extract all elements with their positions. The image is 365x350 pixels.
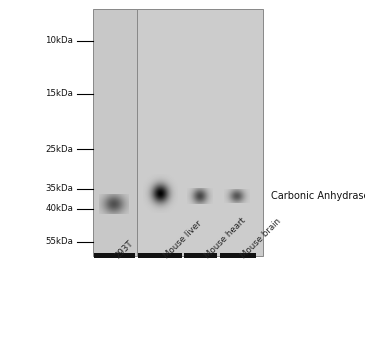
Text: Carbonic Anhydrase 1 (CA1): Carbonic Anhydrase 1 (CA1): [271, 191, 365, 201]
Text: Mouse brain: Mouse brain: [239, 216, 283, 260]
Text: Mouse heart: Mouse heart: [203, 216, 247, 260]
Bar: [137, 9, 263, 256]
Bar: [93, 9, 137, 256]
Bar: [220, 253, 256, 258]
Text: Mouse liver: Mouse liver: [162, 219, 204, 260]
Bar: [138, 253, 182, 258]
Text: 10kDa: 10kDa: [45, 36, 73, 46]
Text: 40kDa: 40kDa: [45, 204, 73, 213]
Bar: [94, 253, 135, 258]
Text: 15kDa: 15kDa: [45, 89, 73, 98]
Bar: [184, 253, 217, 258]
Text: 293T: 293T: [113, 238, 135, 260]
Text: 35kDa: 35kDa: [45, 184, 73, 194]
Text: 25kDa: 25kDa: [45, 145, 73, 154]
Text: 55kDa: 55kDa: [45, 237, 73, 246]
